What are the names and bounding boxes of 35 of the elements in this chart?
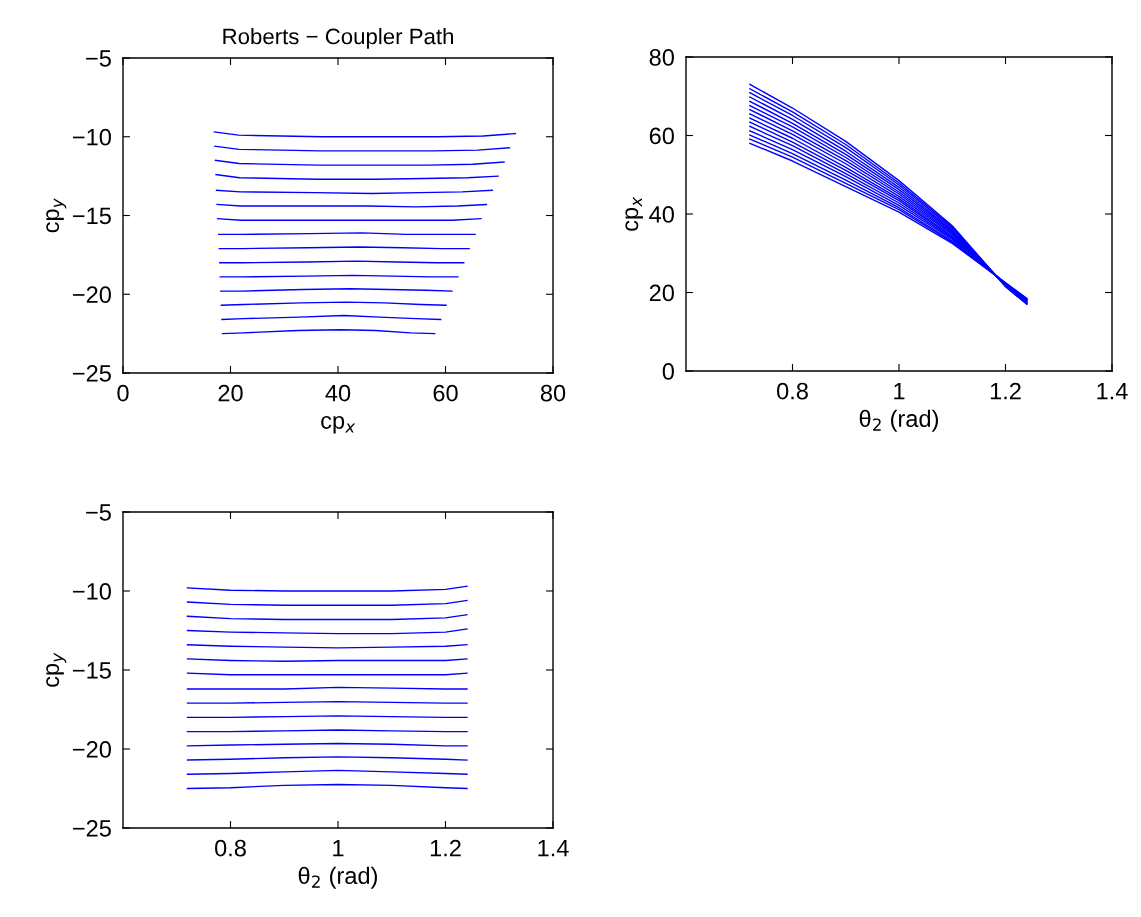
- y-tick-label: −5: [86, 50, 111, 67]
- y-tick-label: 80: [649, 49, 674, 66]
- x-tick-label: 1.4: [538, 839, 569, 857]
- y-tick-label: −15: [73, 662, 111, 679]
- y-axis-title: cp$_{y}$: [46, 198, 67, 233]
- y-tick-label: 60: [649, 127, 674, 145]
- x-axis-title: θ$_{2}$ (rad): [859, 409, 938, 432]
- chart-title: Roberts − Coupler Path: [223, 28, 453, 49]
- y-tick-label: 20: [649, 284, 674, 302]
- x-tick-label: 1.2: [990, 382, 1021, 400]
- y-tick-label: −20: [73, 741, 111, 758]
- y-tick-label: −20: [73, 286, 111, 304]
- x-tick-label: 20: [218, 384, 243, 402]
- x-tick-label: 0.8: [777, 382, 808, 400]
- y-tick-label: −15: [73, 207, 111, 225]
- y-tick-label: −10: [73, 583, 111, 600]
- x-tick-label: 0.8: [215, 839, 246, 857]
- y-tick-label: 40: [649, 206, 674, 223]
- y-tick-label: −25: [73, 365, 111, 382]
- x-tick-label: 40: [325, 384, 351, 402]
- x-tick-label: 1.4: [1097, 382, 1128, 400]
- x-axis-title: cp$_{x}$: [321, 415, 356, 434]
- y-tick-label: −25: [73, 820, 111, 837]
- x-tick-label: 1: [333, 839, 344, 857]
- y-tick-label: −5: [86, 504, 111, 521]
- y-tick-label: 0: [662, 363, 674, 380]
- x-tick-label: 60: [433, 384, 458, 402]
- y-axis-title: cp$_{x}$: [625, 196, 643, 231]
- x-tick-label: 0: [117, 384, 129, 402]
- y-axis-title: cp$_{y}$: [46, 652, 67, 687]
- x-axis-title: θ$_{2}$ (rad): [298, 866, 377, 889]
- x-tick-label: 1.2: [430, 839, 461, 857]
- x-tick-label: 80: [540, 384, 566, 402]
- y-tick-label: −10: [73, 128, 111, 146]
- x-tick-label: 1: [894, 382, 905, 400]
